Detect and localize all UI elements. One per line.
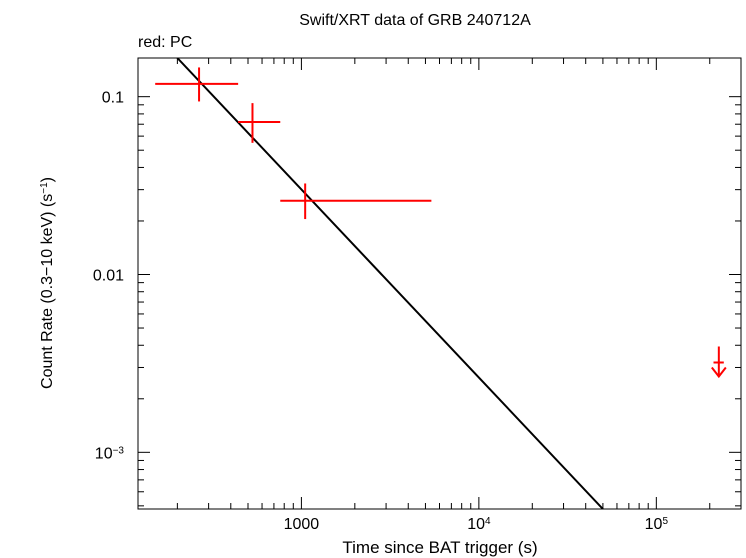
x-axis-label: Time since BAT trigger (s) — [342, 538, 537, 557]
data-point — [238, 103, 281, 143]
y-tick-label: 10−3 — [95, 445, 125, 463]
x-tick-label: 104 — [467, 516, 491, 534]
data-point — [280, 183, 432, 220]
model-power-law-line — [176, 58, 604, 509]
x-tick-base: 1000 — [284, 516, 320, 533]
x-tick-exponent: 4 — [485, 516, 491, 527]
y-axis-label-close: ) — [39, 177, 56, 182]
x-tick-exponent: 5 — [662, 516, 668, 527]
upper-limit-head — [711, 366, 727, 379]
data-layer — [155, 58, 727, 509]
chart-subtitle: red: PC — [138, 34, 192, 51]
y-tick-label: 0.01 — [93, 267, 124, 284]
x-tick-base: 10 — [645, 516, 663, 533]
upper-limit-arrow — [711, 346, 727, 379]
y-tick-exponent: −3 — [113, 445, 125, 456]
x-tick-label: 1000 — [284, 516, 320, 533]
y-axis-label-main: Count Rate (0.3−10 keV) (s — [39, 194, 56, 389]
y-tick-base: 0.1 — [102, 90, 124, 107]
y-axis-label: Count Rate (0.3−10 keV) (s−1) — [39, 177, 57, 389]
y-tick-base: 0.01 — [93, 267, 124, 284]
plot-frame — [137, 57, 742, 510]
y-tick-label: 0.1 — [102, 90, 124, 107]
data-point — [155, 67, 239, 102]
x-tick-label: 105 — [645, 516, 669, 534]
y-axis-label-exponent: −1 — [39, 182, 50, 194]
y-tick-base: 10 — [95, 445, 113, 462]
x-tick-base: 10 — [467, 516, 485, 533]
chart-title: Swift/XRT data of GRB 240712A — [299, 12, 531, 29]
